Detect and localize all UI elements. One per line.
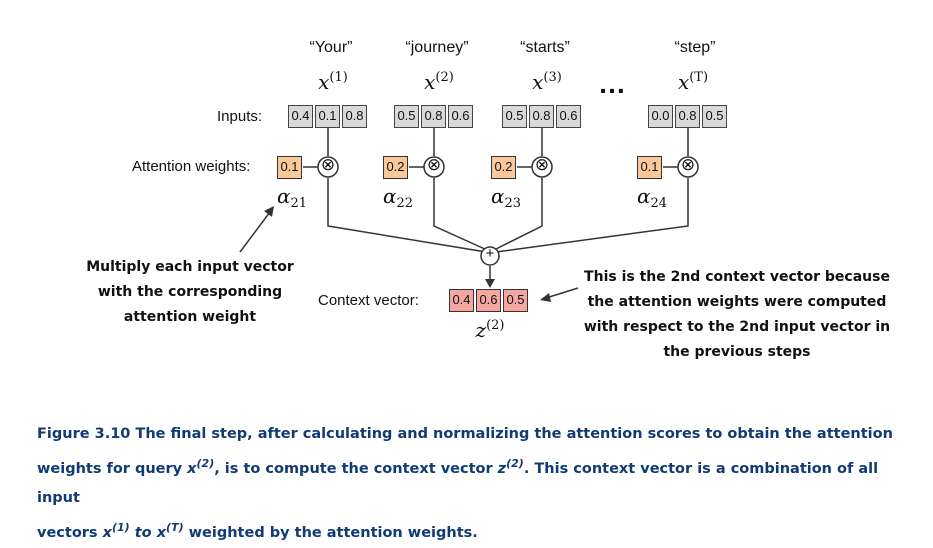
context-vector-label: Context vector: xyxy=(318,292,419,309)
input-cell: 0.4 xyxy=(288,105,313,128)
alpha-label: α22 xyxy=(383,184,414,211)
input-cell: 0.5 xyxy=(702,105,727,128)
token-word: “journey” xyxy=(405,39,469,56)
attention-weights-label: Attention weights: xyxy=(132,158,251,175)
token-word: “Your” xyxy=(309,39,353,56)
context-note: This is the 2nd context vector because t… xyxy=(583,269,891,360)
figure-caption: Figure 3.10 The final step, after calcul… xyxy=(37,426,893,541)
ellipsis: … xyxy=(598,68,626,99)
input-symbol: x(T) xyxy=(677,70,709,94)
context-cell: 0.6 xyxy=(476,289,501,312)
connector-lines xyxy=(239,128,699,302)
weight-cell: 0.1 xyxy=(637,156,662,179)
inputs-label: Inputs: xyxy=(217,108,263,125)
input-cell: 0.8 xyxy=(342,105,367,128)
sum-icon: + xyxy=(485,245,495,262)
weight-cell: 0.1 xyxy=(277,156,302,179)
context-symbol: z(2) xyxy=(475,318,505,342)
input-cell: 0.8 xyxy=(675,105,700,128)
context-cell: 0.5 xyxy=(503,289,528,312)
alpha-label: α23 xyxy=(491,184,522,211)
multiply-icon: ⊗ xyxy=(680,155,696,174)
input-cell: 0.0 xyxy=(648,105,673,128)
input-symbol: x(2) xyxy=(424,70,454,94)
alpha-label: α21 xyxy=(277,184,308,211)
input-cell: 0.8 xyxy=(421,105,446,128)
input-cell: 0.5 xyxy=(394,105,419,128)
input-cell: 0.5 xyxy=(502,105,527,128)
input-cell: 0.6 xyxy=(556,105,581,128)
multiply-icon: ⊗ xyxy=(426,155,442,174)
multiply-icon: ⊗ xyxy=(534,155,550,174)
input-cell: 0.6 xyxy=(448,105,473,128)
input-cell: 0.8 xyxy=(529,105,554,128)
multiply-icon: ⊗ xyxy=(320,155,336,174)
input-cell: 0.1 xyxy=(315,105,340,128)
input-symbol: x(1) xyxy=(318,70,348,94)
input-symbol: x(3) xyxy=(532,70,562,94)
weight-cell: 0.2 xyxy=(383,156,408,179)
token-word: “starts” xyxy=(520,39,570,56)
multiply-note: Multiply each input vector with the corr… xyxy=(86,259,294,325)
token-word: “step” xyxy=(674,39,716,56)
weight-cell: 0.2 xyxy=(491,156,516,179)
alpha-label: α24 xyxy=(637,184,668,211)
context-cell: 0.4 xyxy=(449,289,474,312)
